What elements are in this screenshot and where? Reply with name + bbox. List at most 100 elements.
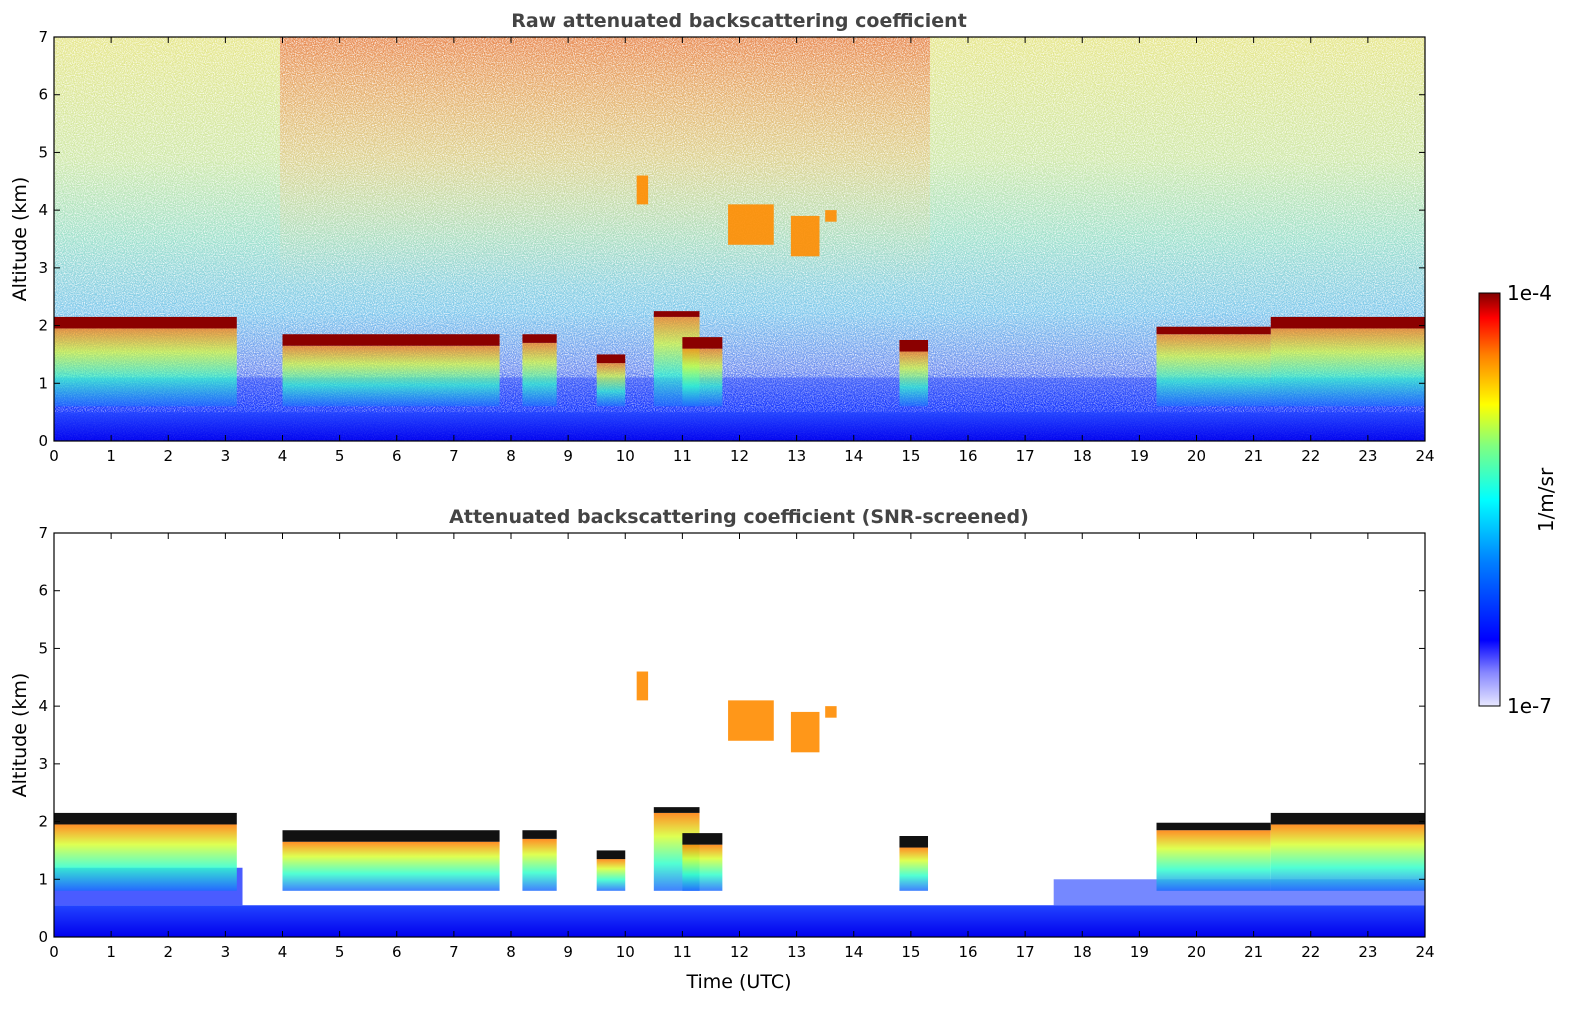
x-tick-label: 10 xyxy=(616,447,635,465)
colorbar-gradient xyxy=(1478,292,1501,707)
x-tick-label: 1 xyxy=(106,943,116,961)
x-tick-label: 4 xyxy=(278,447,288,465)
x-tick-label: 24 xyxy=(1415,447,1434,465)
x-tick-label: 19 xyxy=(1130,447,1149,465)
cloud-layer xyxy=(899,340,929,352)
top-panel-title: Raw attenuated backscattering coefficien… xyxy=(511,10,967,32)
x-tick-label: 16 xyxy=(958,447,977,465)
x-tick-label: 18 xyxy=(1073,943,1092,961)
bottom-panel-xlabel: Time (UTC) xyxy=(685,971,791,993)
x-tick-label: 7 xyxy=(449,447,459,465)
x-tick-label: 20 xyxy=(1187,447,1206,465)
colorbar: 1e-4 1e-7 1/m/sr xyxy=(1478,281,1558,718)
y-tick-label: 3 xyxy=(38,259,48,277)
y-tick-label: 6 xyxy=(38,86,48,104)
sub-cloud-region xyxy=(682,348,723,407)
x-tick-label: 6 xyxy=(392,447,402,465)
sub-cloud-region xyxy=(54,328,237,407)
sub-cloud-region xyxy=(1270,328,1425,407)
x-tick-label: 21 xyxy=(1244,447,1263,465)
sub-cloud-region xyxy=(682,844,723,891)
x-tick-label: 8 xyxy=(506,447,516,465)
high-cloud xyxy=(790,711,820,753)
cloud-layer xyxy=(282,334,500,346)
sub-cloud-region xyxy=(1156,830,1271,891)
sub-cloud-region xyxy=(596,363,626,407)
cloud-layer xyxy=(1156,326,1271,335)
cloud-layer xyxy=(1156,822,1271,831)
y-tick-label: 5 xyxy=(38,639,48,657)
high-cloud xyxy=(636,175,649,205)
x-tick-label: 20 xyxy=(1187,943,1206,961)
y-tick-label: 7 xyxy=(38,524,48,542)
bottom-panel-axes: 0 1 2 3 4 5 6 7 8 9 10 11 12 13 14 15 16 17 18 19 20 21 22 23 24… xyxy=(38,524,1434,961)
cloud-layer xyxy=(653,807,700,813)
x-tick-label: 3 xyxy=(221,447,231,465)
sub-cloud-region xyxy=(54,824,237,891)
high-cloud xyxy=(825,210,837,222)
x-tick-label: 13 xyxy=(787,447,806,465)
cloud-layer xyxy=(653,311,700,317)
top-panel-heatmap xyxy=(54,37,1425,441)
bottom-panel-title: Attenuated backscattering coefficient (S… xyxy=(449,506,1029,528)
x-tick-label: 22 xyxy=(1301,943,1320,961)
sub-cloud-region xyxy=(596,859,626,891)
y-tick-label: 4 xyxy=(38,697,48,715)
x-tick-label: 12 xyxy=(730,943,749,961)
sub-cloud-region xyxy=(282,345,500,407)
x-tick-label: 22 xyxy=(1301,447,1320,465)
x-tick-label: 21 xyxy=(1244,943,1263,961)
x-tick-label: 19 xyxy=(1130,943,1149,961)
cloud-layer xyxy=(596,354,626,364)
cloud-layer xyxy=(682,337,723,349)
cloud-layer xyxy=(522,334,557,343)
sub-cloud-region xyxy=(1270,824,1425,891)
high-cloud xyxy=(728,700,774,741)
high-cloud xyxy=(636,671,649,701)
y-tick-label: 0 xyxy=(38,928,48,946)
high-cloud xyxy=(825,706,837,718)
top-panel-layers xyxy=(54,175,1425,441)
top-panel-axes: 0 1 2 3 4 5 6 7 8 9 10 11 12 13 14 15 16 17 18 19 20 21 22 23 24… xyxy=(38,28,1434,465)
x-tick-label: 14 xyxy=(844,943,863,961)
sub-cloud-region xyxy=(899,351,929,407)
x-tick-label: 23 xyxy=(1358,447,1377,465)
y-tick-label: 2 xyxy=(38,813,48,831)
y-tick-label: 0 xyxy=(38,432,48,450)
cloud-layer xyxy=(1270,812,1425,825)
x-tick-label: 24 xyxy=(1415,943,1434,961)
x-tick-label: 5 xyxy=(335,447,345,465)
top-panel-ylabel: Altitude (km) xyxy=(9,177,31,302)
x-tick-label: 9 xyxy=(563,943,573,961)
bottom-panel-heatmap xyxy=(54,533,1425,937)
x-tick-label: 18 xyxy=(1073,447,1092,465)
high-cloud xyxy=(728,204,774,245)
x-tick-label: 0 xyxy=(49,447,59,465)
y-tick-label: 5 xyxy=(38,143,48,161)
x-tick-label: 12 xyxy=(730,447,749,465)
x-tick-label: 2 xyxy=(163,943,173,961)
cloud-layer xyxy=(596,850,626,860)
x-tick-label: 17 xyxy=(1016,943,1035,961)
x-tick-label: 5 xyxy=(335,943,345,961)
x-tick-label: 7 xyxy=(449,943,459,961)
y-tick-label: 1 xyxy=(38,870,48,888)
bottom-panel-ylabel: Altitude (km) xyxy=(9,673,31,798)
cloud-layer xyxy=(522,830,557,839)
x-tick-label: 9 xyxy=(563,447,573,465)
sub-cloud-region xyxy=(899,847,929,891)
y-tick-label: 3 xyxy=(38,755,48,773)
cloud-layer xyxy=(54,316,237,329)
y-tick-label: 1 xyxy=(38,374,48,392)
sub-cloud-region xyxy=(522,342,557,407)
x-tick-label: 15 xyxy=(901,943,920,961)
x-tick-label: 3 xyxy=(221,943,231,961)
x-tick-label: 11 xyxy=(673,447,692,465)
x-tick-label: 1 xyxy=(106,447,116,465)
x-tick-label: 8 xyxy=(506,943,516,961)
cloud-layer xyxy=(899,836,929,848)
high-cloud xyxy=(790,215,820,257)
x-tick-label: 16 xyxy=(958,943,977,961)
x-tick-label: 10 xyxy=(616,943,635,961)
